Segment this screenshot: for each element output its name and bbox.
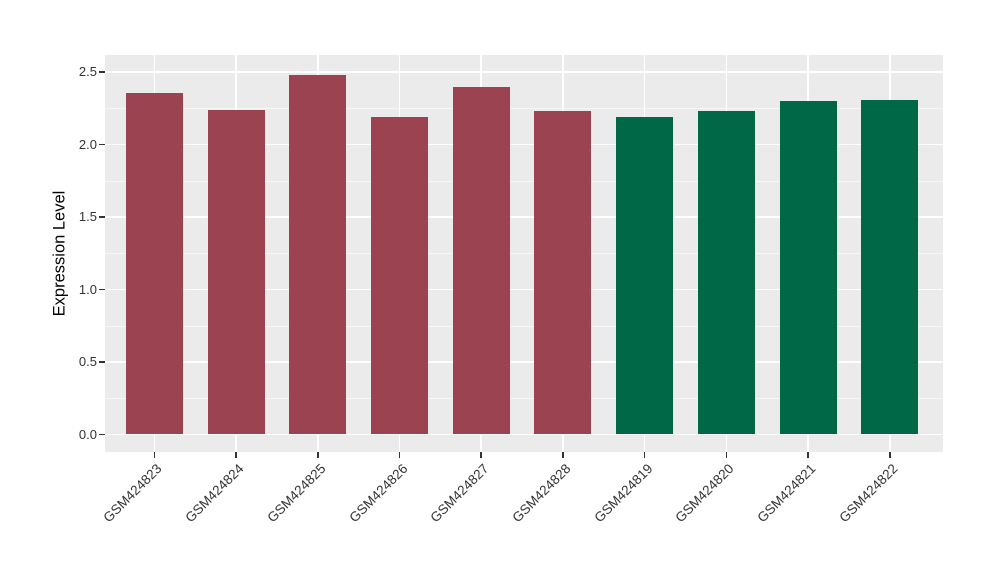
gridline-minor xyxy=(105,325,943,327)
x-tick-mark xyxy=(562,452,564,458)
gridline-minor xyxy=(105,180,943,182)
y-tick-label: 2.0 xyxy=(78,136,97,152)
x-tick-label: GSM424819 xyxy=(591,461,656,526)
y-tick-mark xyxy=(99,216,105,218)
y-tick-label: 0.5 xyxy=(78,354,97,370)
x-tick-label: GSM424827 xyxy=(427,461,492,526)
y-tick-mark xyxy=(99,288,105,291)
gridline-minor xyxy=(105,398,943,400)
y-tick-mark xyxy=(99,361,105,363)
bar-GSM424821 xyxy=(779,101,837,435)
gridline-major xyxy=(105,433,943,436)
bar-GSM424824 xyxy=(207,109,265,435)
x-tick-label: GSM424828 xyxy=(509,461,574,526)
x-tick-mark xyxy=(725,452,728,458)
x-tick-label: GSM424821 xyxy=(754,461,819,526)
bar-GSM424828 xyxy=(534,111,592,435)
bar-GSM424827 xyxy=(452,86,510,435)
gridline-major xyxy=(105,216,943,218)
bar-GSM424825 xyxy=(289,75,347,435)
x-tick-mark xyxy=(480,452,483,458)
gridline-minor xyxy=(105,253,943,255)
y-tick-label: 2.5 xyxy=(78,64,97,80)
x-tick-label: GSM424822 xyxy=(836,461,901,526)
x-tick-label: GSM424820 xyxy=(672,461,737,526)
gridline-major xyxy=(105,71,943,74)
gridline-minor xyxy=(105,108,943,110)
y-tick-mark xyxy=(99,433,105,436)
bar-GSM424823 xyxy=(125,92,183,435)
y-tick-label: 1.5 xyxy=(78,209,97,225)
x-tick-mark xyxy=(153,452,156,458)
plot-panel xyxy=(105,55,943,452)
bar-GSM424822 xyxy=(861,99,919,435)
gridline-major xyxy=(105,361,943,363)
x-tick-mark xyxy=(888,452,891,458)
y-tick-mark xyxy=(99,71,105,74)
gridline-major xyxy=(105,288,943,291)
x-tick-mark xyxy=(317,452,319,458)
x-tick-mark xyxy=(398,452,401,458)
gridline-major xyxy=(105,143,943,146)
bar-GSM424820 xyxy=(697,111,755,435)
x-tick-mark xyxy=(807,452,809,458)
y-tick-mark xyxy=(99,143,105,146)
y-tick-label: 0.0 xyxy=(78,426,97,442)
x-tick-label: GSM424824 xyxy=(182,461,247,526)
x-tick-label: GSM424825 xyxy=(264,461,329,526)
x-tick-mark xyxy=(235,452,237,458)
bar-GSM424826 xyxy=(371,117,429,435)
x-tick-label: GSM424826 xyxy=(345,461,411,526)
x-tick-mark xyxy=(643,452,646,458)
bar-GSM424819 xyxy=(616,117,674,435)
y-tick-label: 1.0 xyxy=(78,281,97,297)
x-tick-label: GSM424823 xyxy=(100,461,165,526)
